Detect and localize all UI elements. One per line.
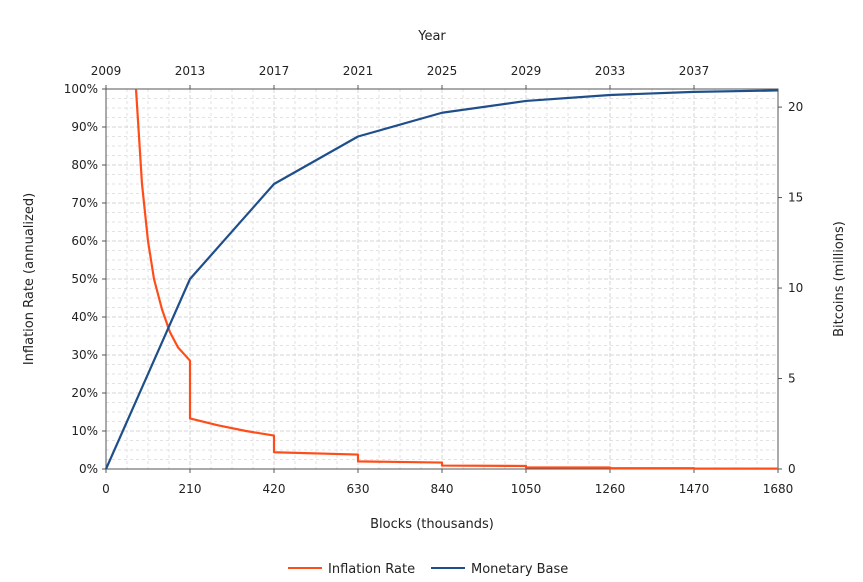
x-tick-label: 420	[263, 482, 286, 496]
y-tick-label: 50%	[71, 272, 98, 286]
y2-tick-label: 15	[788, 191, 803, 205]
bottom-axis-ticks: 0 210 420 630 840 1050 1260 1470 1680	[102, 469, 793, 496]
y-tick-label: 60%	[71, 234, 98, 248]
x-tick-label: 1050	[511, 482, 542, 496]
x2-tick-label: 2017	[259, 64, 290, 78]
top-axis-ticks: 2009 2013 2017 2021 2025 2029 2033 2037	[91, 64, 710, 89]
legend-label-inflation-rate: Inflation Rate	[328, 562, 415, 577]
y2-tick-label: 5	[788, 372, 796, 386]
y2-tick-label: 10	[788, 281, 803, 295]
y-tick-label: 70%	[71, 196, 98, 210]
y-tick-label: 90%	[71, 120, 98, 134]
x2-tick-label: 2009	[91, 64, 122, 78]
y-tick-label: 20%	[71, 386, 98, 400]
y-tick-label: 40%	[71, 310, 98, 324]
y-tick-label: 30%	[71, 348, 98, 362]
x-tick-label: 1470	[679, 482, 710, 496]
x2-tick-label: 2025	[427, 64, 458, 78]
x-tick-label: 0	[102, 482, 110, 496]
x-tick-label: 630	[347, 482, 370, 496]
x-tick-label: 1260	[595, 482, 626, 496]
top-axis-title: Year	[417, 29, 446, 44]
x2-tick-label: 2013	[175, 64, 206, 78]
series-line-monetary-base	[104, 89, 779, 470]
y2-tick-label: 20	[788, 100, 803, 114]
y-tick-label: 0%	[79, 462, 98, 476]
legend-label-monetary-base: Monetary Base	[471, 562, 568, 577]
x-axis-title: Blocks (thousands)	[370, 517, 494, 532]
right-axis-ticks: 0 5 10 15 20	[778, 100, 803, 476]
x-tick-label: 1680	[763, 482, 794, 496]
y2-tick-label: 0	[788, 462, 796, 476]
legend: Inflation Rate Monetary Base	[288, 562, 568, 577]
y-tick-label: 80%	[71, 158, 98, 172]
x2-tick-label: 2037	[679, 64, 710, 78]
x2-tick-label: 2033	[595, 64, 626, 78]
y-tick-label: 10%	[71, 424, 98, 438]
left-axis-ticks: 0% 10% 20% 30% 40% 50% 60% 70% 80% 90% 100%	[64, 82, 106, 476]
series-layer	[104, 88, 779, 470]
y2-axis-title: Bitcoins (millions)	[832, 221, 847, 337]
x2-tick-label: 2029	[511, 64, 542, 78]
y-tick-label: 100%	[64, 82, 98, 96]
series-line-inflation-rate	[134, 88, 778, 470]
x2-tick-label: 2021	[343, 64, 374, 78]
x-tick-label: 210	[179, 482, 202, 496]
y-axis-title: Inflation Rate (annualized)	[22, 193, 37, 365]
x-tick-label: 840	[431, 482, 454, 496]
